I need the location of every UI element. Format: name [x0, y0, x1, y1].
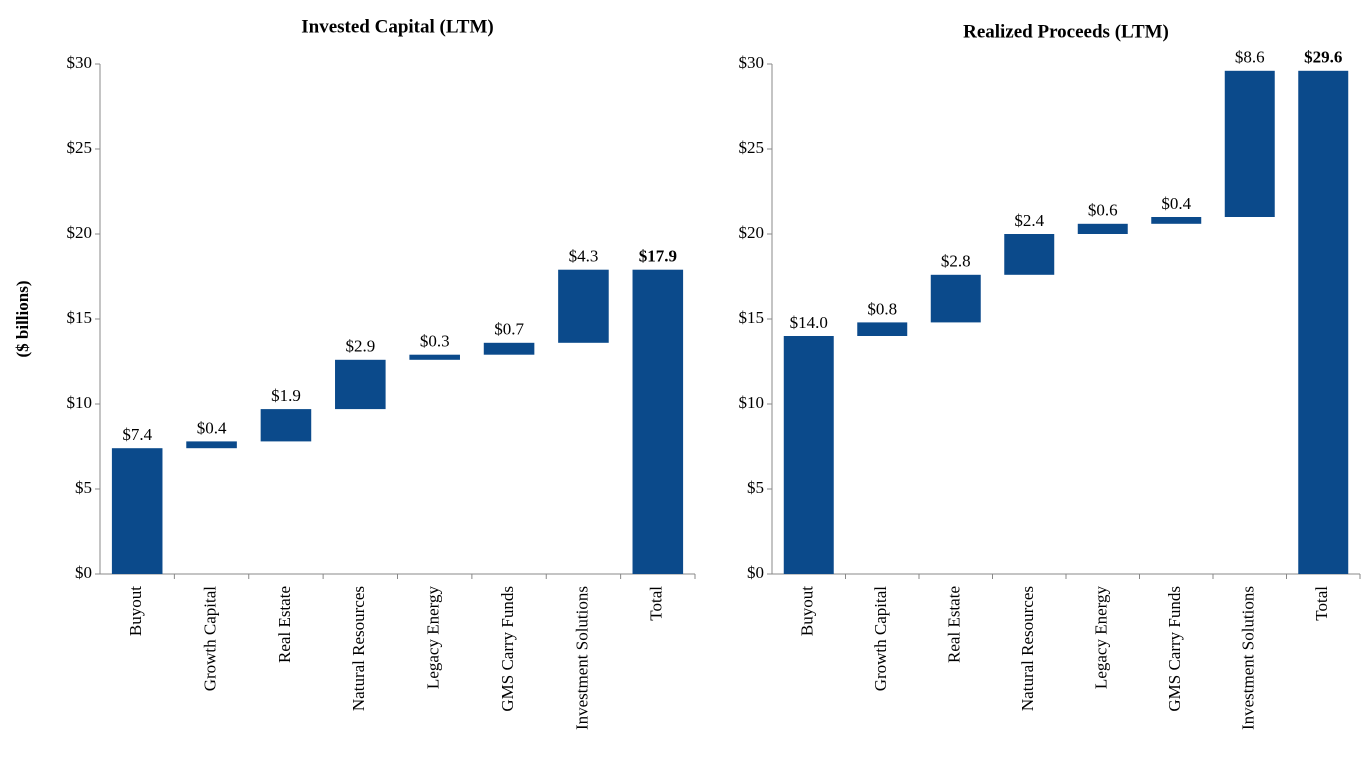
x-tick-label: Natural Resources: [1018, 586, 1037, 711]
data-label: $0.6: [1088, 201, 1118, 220]
data-label: $0.8: [867, 299, 897, 318]
bar: [1224, 70, 1275, 217]
y-tick-label: $20: [739, 223, 765, 242]
x-tick-label: GMS Carry Funds: [1165, 586, 1184, 712]
bar: [1077, 223, 1128, 234]
x-tick-label: Total: [1312, 586, 1331, 621]
y-tick-label: $15: [67, 308, 93, 327]
x-tick-label: Growth Capital: [200, 586, 219, 692]
data-label: $0.4: [197, 418, 227, 437]
x-tick-label: Natural Resources: [349, 586, 368, 711]
data-label: $2.8: [941, 252, 971, 271]
x-tick-label: Legacy Energy: [1092, 586, 1111, 690]
x-tick-label: Buyout: [126, 586, 145, 636]
bar: [783, 336, 834, 574]
data-label: $0.4: [1161, 194, 1191, 213]
data-label: $1.9: [271, 386, 301, 405]
bar: [186, 441, 237, 449]
chart-title: Invested Capital (LTM): [301, 16, 493, 37]
y-tick-label: $30: [67, 53, 93, 72]
x-tick-label: Legacy Energy: [424, 586, 443, 690]
bar: [1151, 217, 1202, 224]
x-tick-label: GMS Carry Funds: [498, 586, 517, 712]
bar: [260, 409, 312, 442]
y-tick-label: $0: [747, 563, 764, 582]
data-label: $29.6: [1304, 48, 1342, 67]
data-label: $4.3: [569, 247, 599, 266]
bar: [111, 448, 163, 574]
data-label: $14.0: [790, 313, 828, 332]
bar: [483, 342, 535, 355]
y-tick-label: $10: [739, 393, 765, 412]
chart-title: Realized Proceeds (LTM): [963, 21, 1169, 42]
x-tick-label: Investment Solutions: [572, 586, 591, 730]
y-tick-label: $15: [739, 308, 765, 327]
x-tick-label: Real Estate: [945, 586, 964, 663]
y-tick-label: $30: [739, 53, 765, 72]
bar: [1298, 70, 1349, 575]
y-tick-label: $10: [67, 393, 93, 412]
y-tick-label: $0: [75, 563, 92, 582]
y-tick-label: $25: [739, 138, 765, 157]
bar: [558, 269, 609, 343]
data-label: $2.4: [1014, 211, 1044, 230]
y-tick-label: $5: [75, 478, 92, 497]
bar: [930, 274, 981, 323]
data-label: $7.4: [122, 425, 152, 444]
y-tick-label: $20: [67, 223, 93, 242]
bar: [857, 322, 908, 336]
data-label: $0.7: [494, 320, 524, 339]
x-tick-label: Real Estate: [275, 586, 294, 663]
y-tick-label: $25: [67, 138, 93, 157]
x-tick-label: Buyout: [798, 586, 817, 636]
data-label: $8.6: [1235, 48, 1265, 67]
x-tick-label: Investment Solutions: [1239, 586, 1258, 730]
y-axis-label: ($ billions): [13, 281, 32, 358]
x-tick-label: Growth Capital: [871, 586, 890, 692]
bar: [409, 354, 460, 360]
data-label: $0.3: [420, 332, 450, 351]
bar: [632, 269, 684, 574]
x-tick-label: Total: [647, 586, 666, 621]
bar: [335, 359, 386, 410]
bar: [1004, 234, 1055, 275]
data-label: $2.9: [345, 337, 375, 356]
data-label: $17.9: [639, 247, 677, 266]
y-tick-label: $5: [747, 478, 764, 497]
